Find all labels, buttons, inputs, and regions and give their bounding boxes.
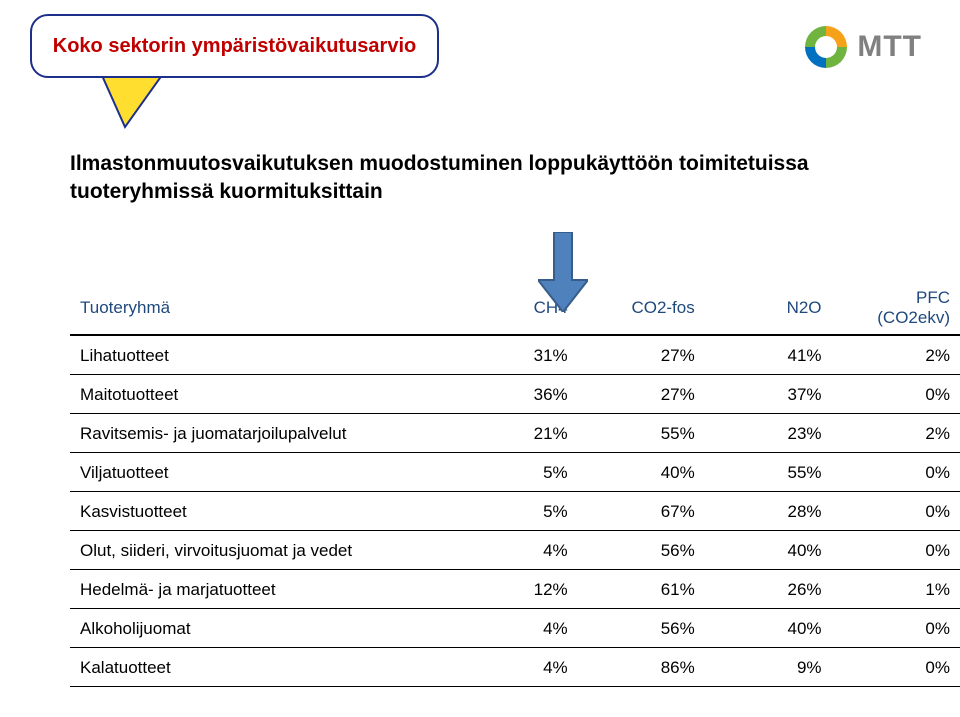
cell: 1% [832, 570, 960, 609]
cell: 86% [578, 648, 705, 687]
cell: 40% [705, 609, 832, 648]
subtitle: Ilmastonmuutosvaikutuksen muodostuminen … [70, 150, 910, 207]
table-row: Ravitsemis- ja juomatarjoilupalvelut 21%… [70, 414, 960, 453]
table-row: Maitotuotteet 36% 27% 37% 0% [70, 375, 960, 414]
table-row: Viljatuotteet 5% 40% 55% 0% [70, 453, 960, 492]
cell: 37% [705, 375, 832, 414]
cell: 0% [832, 609, 960, 648]
logo-text: MTT [857, 30, 922, 64]
cell: 28% [705, 492, 832, 531]
cell: 0% [832, 453, 960, 492]
cell: 55% [578, 414, 705, 453]
cell: 61% [578, 570, 705, 609]
table-row: Alkoholijuomat 4% 56% 40% 0% [70, 609, 960, 648]
cell: 26% [705, 570, 832, 609]
cell: 0% [832, 531, 960, 570]
cell: 9% [705, 648, 832, 687]
row-label: Olut, siideri, virvoitusjuomat ja vedet [70, 531, 451, 570]
table-header-row: Tuoteryhmä CH4 CO2-fos N2O PFC (CO2ekv) [70, 280, 960, 335]
cell: 27% [578, 335, 705, 375]
cell: 2% [832, 414, 960, 453]
cell: 21% [451, 414, 578, 453]
cell: 12% [451, 570, 578, 609]
cell: 67% [578, 492, 705, 531]
cell: 2% [832, 335, 960, 375]
cell: 5% [451, 492, 578, 531]
logo-mark-icon [801, 22, 851, 72]
cell: 40% [578, 453, 705, 492]
col-header: CO2-fos [578, 280, 705, 335]
row-label: Lihatuotteet [70, 335, 451, 375]
row-label: Kalatuotteet [70, 648, 451, 687]
table-row: Hedelmä- ja marjatuotteet 12% 61% 26% 1% [70, 570, 960, 609]
data-table: Tuoteryhmä CH4 CO2-fos N2O PFC (CO2ekv) … [70, 280, 960, 687]
table-row: Olut, siideri, virvoitusjuomat ja vedet … [70, 531, 960, 570]
cell: 23% [705, 414, 832, 453]
row-label: Hedelmä- ja marjatuotteet [70, 570, 451, 609]
table-row: Kalatuotteet 4% 86% 9% 0% [70, 648, 960, 687]
row-label: Ravitsemis- ja juomatarjoilupalvelut [70, 414, 451, 453]
logo: MTT [801, 22, 922, 72]
callout-box: Koko sektorin ympäristövaikutusarvio [30, 14, 439, 78]
table-row: Kasvistuotteet 5% 67% 28% 0% [70, 492, 960, 531]
cell: 0% [832, 375, 960, 414]
cell: 56% [578, 609, 705, 648]
cell: 40% [705, 531, 832, 570]
row-label: Kasvistuotteet [70, 492, 451, 531]
col-header: PFC (CO2ekv) [832, 280, 960, 335]
col-header: Tuoteryhmä [70, 280, 451, 335]
row-label: Maitotuotteet [70, 375, 451, 414]
slide: MTT Koko sektorin ympäristövaikutusarvio… [0, 0, 960, 717]
cell: 0% [832, 648, 960, 687]
cell: 36% [451, 375, 578, 414]
cell: 55% [705, 453, 832, 492]
cell: 4% [451, 648, 578, 687]
row-label: Alkoholijuomat [70, 609, 451, 648]
callout-title: Koko sektorin ympäristövaikutusarvio [53, 35, 416, 58]
cell: 0% [832, 492, 960, 531]
cell: 5% [451, 453, 578, 492]
cell: 56% [578, 531, 705, 570]
cell: 31% [451, 335, 578, 375]
table-row: Lihatuotteet 31% 27% 41% 2% [70, 335, 960, 375]
down-arrow-icon [538, 232, 588, 312]
col-header: N2O [705, 280, 832, 335]
cell: 4% [451, 531, 578, 570]
cell: 27% [578, 375, 705, 414]
row-label: Viljatuotteet [70, 453, 451, 492]
cell: 41% [705, 335, 832, 375]
cell: 4% [451, 609, 578, 648]
